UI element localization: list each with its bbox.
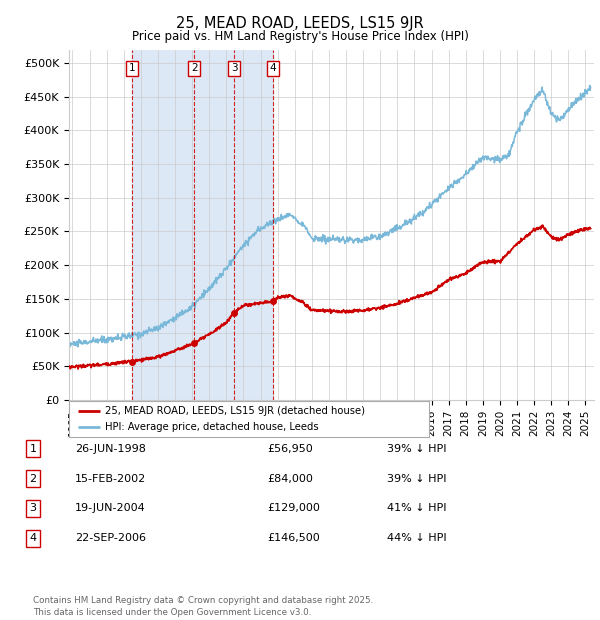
Text: 1: 1 (128, 63, 135, 73)
Text: Contains HM Land Registry data © Crown copyright and database right 2025.
This d: Contains HM Land Registry data © Crown c… (33, 596, 373, 617)
Text: 44% ↓ HPI: 44% ↓ HPI (387, 533, 446, 543)
Text: 3: 3 (29, 503, 37, 513)
Text: 2: 2 (29, 474, 37, 484)
Text: £84,000: £84,000 (267, 474, 313, 484)
Text: Price paid vs. HM Land Registry's House Price Index (HPI): Price paid vs. HM Land Registry's House … (131, 30, 469, 43)
Text: HPI: Average price, detached house, Leeds: HPI: Average price, detached house, Leed… (105, 422, 319, 432)
Text: 25, MEAD ROAD, LEEDS, LS15 9JR: 25, MEAD ROAD, LEEDS, LS15 9JR (176, 16, 424, 31)
Text: 4: 4 (29, 533, 37, 543)
Text: 39% ↓ HPI: 39% ↓ HPI (387, 444, 446, 454)
Text: 19-JUN-2004: 19-JUN-2004 (75, 503, 146, 513)
Text: 22-SEP-2006: 22-SEP-2006 (75, 533, 146, 543)
Text: 3: 3 (231, 63, 238, 73)
Text: £146,500: £146,500 (267, 533, 320, 543)
Text: 15-FEB-2002: 15-FEB-2002 (75, 474, 146, 484)
Bar (132, 50, 194, 400)
Text: 4: 4 (269, 63, 276, 73)
Text: 2: 2 (191, 63, 197, 73)
Text: £129,000: £129,000 (267, 503, 320, 513)
Bar (194, 50, 273, 400)
Text: 26-JUN-1998: 26-JUN-1998 (75, 444, 146, 454)
Text: 1: 1 (29, 444, 37, 454)
Text: 39% ↓ HPI: 39% ↓ HPI (387, 474, 446, 484)
Text: £56,950: £56,950 (267, 444, 313, 454)
Text: 25, MEAD ROAD, LEEDS, LS15 9JR (detached house): 25, MEAD ROAD, LEEDS, LS15 9JR (detached… (105, 406, 365, 416)
Text: 41% ↓ HPI: 41% ↓ HPI (387, 503, 446, 513)
